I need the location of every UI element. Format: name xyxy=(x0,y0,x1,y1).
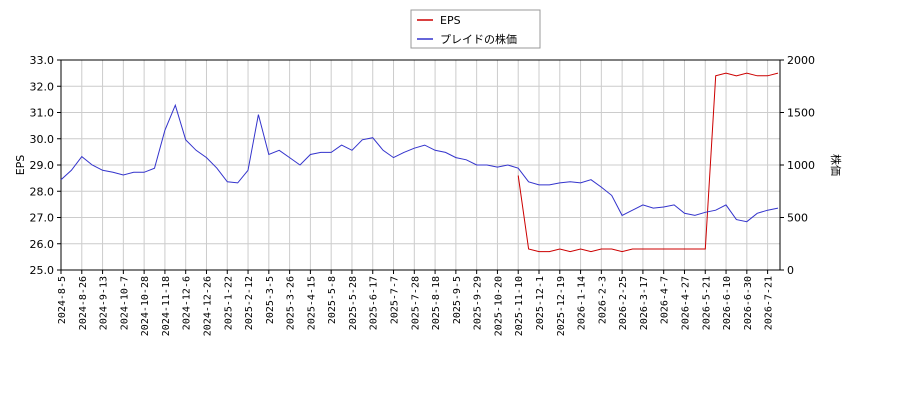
y-tick-label: 33.0 xyxy=(30,54,55,67)
y2-tick-label: 500 xyxy=(787,212,808,225)
x-tick-label: 2025-11-10 xyxy=(514,276,525,336)
x-tick-label: 2026-2-3 xyxy=(597,276,608,324)
x-tick-label: 2026-2-25 xyxy=(618,276,629,330)
x-tick-label: 2025-9-29 xyxy=(473,276,484,330)
x-tick-label: 2024-10-7 xyxy=(119,276,130,330)
x-tick-label: 2024-12-6 xyxy=(182,276,193,330)
x-tick-label: 2025-12-19 xyxy=(556,276,567,336)
y-tick-label: 32.0 xyxy=(30,80,55,93)
x-tick-label: 2026-4-27 xyxy=(680,276,691,330)
x-tick-label: 2025-5-8 xyxy=(327,276,338,324)
x-tick-label: 2025-5-28 xyxy=(348,276,359,330)
x-tick-label: 2025-3-26 xyxy=(286,276,297,330)
x-tick-label: 2025-7-28 xyxy=(410,276,421,330)
y-tick-label: 26.0 xyxy=(30,238,55,251)
y-axis-label: EPS xyxy=(14,155,27,176)
y2-tick-label: 1000 xyxy=(787,159,815,172)
x-tick-label: 2025-8-18 xyxy=(431,276,442,330)
y2-axis-label: 株価 xyxy=(829,154,843,176)
x-tick-label: 2026-3-17 xyxy=(639,276,650,330)
x-tick-label: 2024-8-26 xyxy=(78,276,89,330)
x-tick-label: 2026-6-10 xyxy=(722,276,733,330)
y2-tick-label: 0 xyxy=(787,264,794,277)
y-tick-label: 30.0 xyxy=(30,133,55,146)
x-tick-label: 2025-7-7 xyxy=(390,276,401,324)
x-tick-label: 2025-1-22 xyxy=(223,276,234,330)
series-line xyxy=(60,103,779,223)
legend-label: プレイドの株価 xyxy=(440,32,517,46)
x-tick-label: 2026-1-14 xyxy=(577,276,588,330)
x-tick-label: 2025-4-15 xyxy=(306,276,317,330)
y-tick-label: 27.0 xyxy=(30,212,55,225)
x-tick-label: 2024-11-18 xyxy=(161,276,172,336)
x-tick-label: 2025-3-5 xyxy=(265,276,276,324)
y-tick-label: 28.0 xyxy=(30,185,55,198)
x-tick-label: 2025-2-12 xyxy=(244,276,255,330)
legend: EPS プレイドの株価 xyxy=(410,9,541,49)
x-tick-label: 2024-10-28 xyxy=(140,276,151,336)
y-tick-label: 31.0 xyxy=(30,107,55,120)
legend-box xyxy=(410,9,541,49)
x-tick-label: 2026-5-21 xyxy=(701,276,712,330)
y-tick-label: 29.0 xyxy=(30,159,55,172)
x-tick-label: 2026-6-30 xyxy=(743,276,754,330)
y-tick-label: 25.0 xyxy=(30,264,55,277)
series-line xyxy=(517,72,779,253)
x-tick-label: 2024-9-13 xyxy=(99,276,110,330)
x-tick-label: 2026-7-21 xyxy=(764,276,775,330)
x-tick-label: 2025-10-20 xyxy=(493,276,504,336)
legend-label: EPS xyxy=(440,14,461,27)
x-tick-label: 2025-12-1 xyxy=(535,276,546,330)
plot-frame xyxy=(60,59,781,271)
x-tick-label: 2025-9-5 xyxy=(452,276,463,324)
x-tick-label: 2024-12-26 xyxy=(202,276,213,336)
y2-tick-label: 1500 xyxy=(787,107,815,120)
x-tick-label: 2024-8-5 xyxy=(57,276,68,324)
x-tick-label: 2025-6-17 xyxy=(369,276,380,330)
y2-tick-label: 2000 xyxy=(787,54,815,67)
x-tick-label: 2026-4-7 xyxy=(660,276,671,324)
